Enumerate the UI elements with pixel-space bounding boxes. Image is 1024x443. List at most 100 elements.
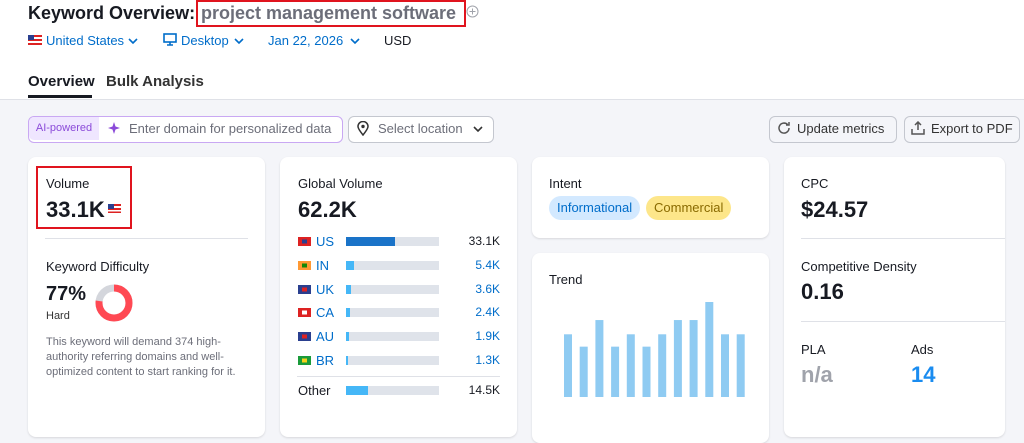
divider [801,238,1005,239]
trend-bar [673,320,682,397]
volume-value: 2.4K [475,305,500,320]
location-select[interactable] [348,116,494,143]
volume-value: 5.4K [475,257,500,272]
trend-bar [595,320,604,397]
date-select[interactable]: Jan 22, 2026 [268,33,344,48]
density-label: Competitive Density [801,259,917,274]
trend-bar [658,334,667,397]
tab-underline [28,95,92,98]
flag-icon [298,332,311,342]
country-code: AU [316,329,335,345]
volume-value: 33.1K [468,234,500,248]
flag-mark [302,239,307,244]
add-icon[interactable] [466,5,479,18]
trend-card: Trend [532,253,769,443]
sparkle-icon [108,122,120,134]
bar-track [346,284,439,294]
trend-bar [736,334,745,397]
trend-label: Trend [549,272,583,287]
density-value: 0.16 [801,279,844,304]
cpc-value: $24.57 [801,197,869,222]
trend-bar [626,334,635,397]
bar-track [346,386,439,395]
kd-label: Keyword Difficulty [46,259,150,274]
flag-mark [302,334,307,339]
ai-badge: AI-powered [29,117,99,140]
flag-icon [298,284,311,294]
trend-bar [579,346,588,397]
country-code: Other [298,383,331,398]
volume-value: 33.1K [46,197,105,222]
trend-bar [705,302,714,397]
tab[interactable]: Bulk Analysis [106,73,204,90]
divider [297,376,500,377]
bar [346,284,352,294]
trend-bar [611,346,620,397]
kd-description: This keyword will demand 374 high-author… [46,336,236,378]
country-code: CA [316,305,335,321]
bar [346,308,350,318]
bar [346,386,368,395]
pla-label: PLA [801,342,826,357]
flag-mark [302,310,307,315]
intent-card: Intent Informational Commercial [532,157,769,238]
pin-icon [357,121,369,136]
volume-value: 14.5K [468,383,500,397]
volume-value: 1.9K [475,329,500,344]
trend-bar [689,320,698,397]
update-button[interactable] [769,116,897,143]
flag-mark [302,287,307,292]
monitor-icon [163,33,177,46]
global-volume-value: 62.2K [298,197,357,222]
metrics-card: CPC $24.57 Competitive Density 0.16 PLA … [784,157,1005,437]
highlight-box [36,166,132,229]
global-volume-label: Global Volume [298,176,383,191]
export-button[interactable] [904,116,1020,143]
currency: USD [384,33,412,48]
bar [346,332,349,342]
chevron [473,126,483,133]
tab[interactable]: Overview [28,73,95,90]
cpc-label: CPC [801,176,829,191]
trend-chart [564,302,745,397]
flag-mark [302,263,307,268]
gauge-fill [95,284,133,322]
country-code: US [316,234,335,249]
database-select[interactable]: United States [46,33,125,48]
trend-bar [721,334,729,397]
intent-label: Intent [549,176,582,191]
kd-value: 77% [46,283,87,305]
volume-value: 3.6K [475,281,500,296]
title: Keyword Overview: [28,3,196,23]
chevron [350,38,360,45]
flag-icon [28,35,42,45]
ads-label: Ads [911,342,934,357]
refresh-icon [778,122,790,134]
bar [346,260,355,270]
volume-label: Volume [46,176,90,191]
trend-bar [564,334,572,397]
intent-tag: Informational [549,196,641,220]
country-code: IN [316,257,329,273]
kd-level: Hard [46,310,70,322]
export-icon [911,121,925,135]
device-select[interactable]: Desktop [181,33,229,48]
bar-track [346,308,439,318]
pla-value: n/a [801,362,833,387]
country-code: BR [316,353,335,368]
chevron [234,38,244,45]
update-label: Update metrics [797,121,885,136]
highlight-box [196,0,466,27]
volume-card: Volume 33.1K Keyword Difficulty 77% Hard… [28,157,265,437]
bar-track [346,260,439,270]
bar [346,237,396,246]
flag-icon [298,356,311,365]
ads-value: 14 [911,362,936,387]
divider [45,238,248,239]
global-volume-card: Global Volume 62.2K US 33.1K IN 5.4K UK 3.6K C… [280,157,517,437]
volume-value: 1.3K [475,353,500,367]
chevron [128,38,138,45]
kd-gauge [95,284,133,322]
flag-icon [298,260,311,270]
